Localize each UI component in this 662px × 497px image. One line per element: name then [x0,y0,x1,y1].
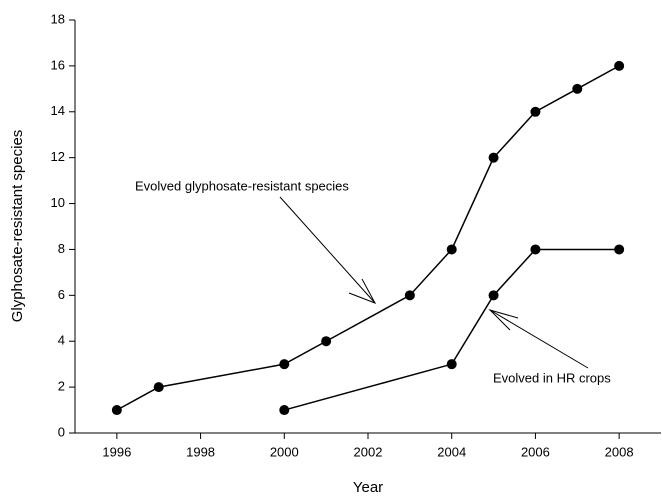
marker [446,359,457,370]
marker [530,244,541,255]
y-tick-label: 4 [58,333,65,348]
marker [572,83,583,94]
arrow [488,308,589,369]
y-tick-label: 14 [51,103,65,118]
marker [488,152,499,163]
x-tick-label: 2006 [521,444,550,459]
y-tick-label: 0 [58,424,65,439]
y-tick-label: 12 [51,149,65,164]
x-tick-label: 2004 [437,444,466,459]
marker [321,336,332,347]
marker [614,244,625,255]
marker [488,290,499,301]
marker [446,244,457,255]
y-tick-label: 2 [58,379,65,394]
y-tick-label: 6 [58,287,65,302]
marker [111,405,122,416]
line [116,65,620,411]
marker [404,290,415,301]
y-tick-label: 18 [51,11,65,26]
x-tick-label: 2008 [605,444,634,459]
y-axis-title: Glyphosate-resistant species [9,130,26,323]
line [284,248,620,411]
x-axis-title: Year [353,479,383,496]
annotation: Evolved in HR crops [493,370,611,385]
x-tick-label: 1996 [102,444,131,459]
y-tick-label: 10 [51,195,65,210]
y-tick-label: 16 [51,57,65,72]
x-tick-label: 1998 [186,444,215,459]
marker [614,60,625,71]
marker [279,405,290,416]
x-tick-label: 2002 [354,444,383,459]
marker [530,106,541,117]
x-tick-label: 2000 [270,444,299,459]
annotation: Evolved glyphosate-resistant species [135,178,349,193]
marker [153,382,164,393]
arrow [279,196,377,304]
marker [279,359,290,370]
y-tick-label: 8 [58,241,65,256]
